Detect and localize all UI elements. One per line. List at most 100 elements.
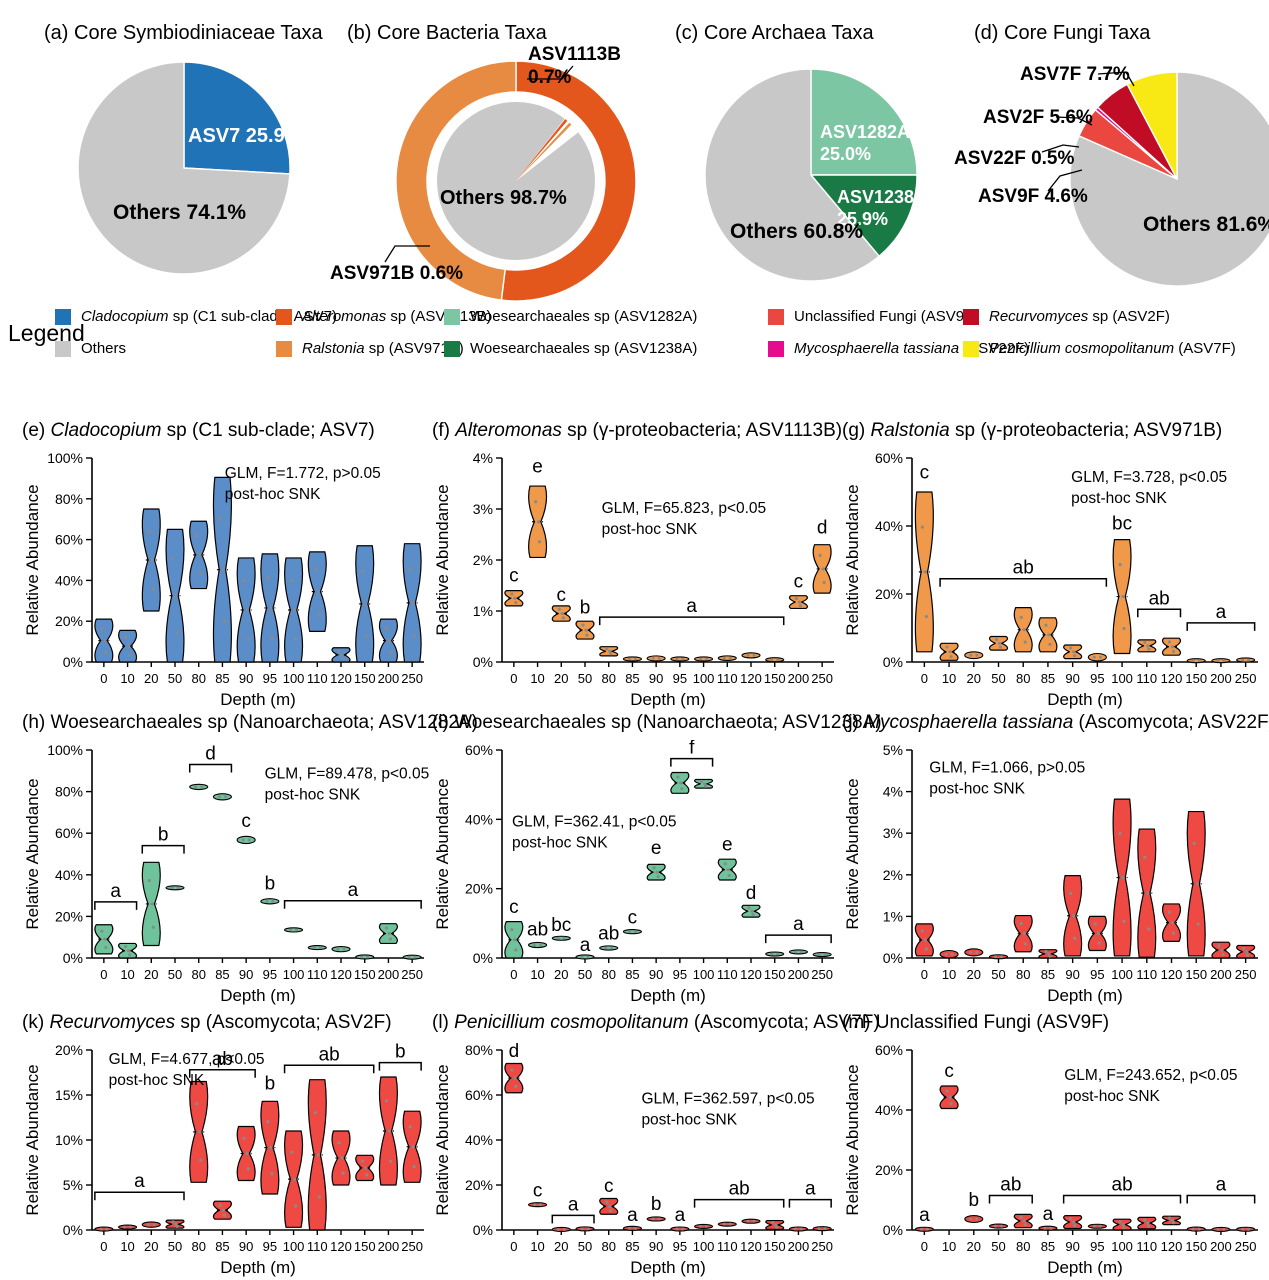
x-tick-label: 150	[1185, 1239, 1207, 1254]
legend-item: Woesearchaeales sp (ASV1282A)	[444, 308, 697, 325]
data-point	[657, 656, 661, 660]
x-tick-label: 80	[191, 1239, 205, 1254]
violin	[788, 1226, 808, 1232]
data-point	[218, 1203, 223, 1207]
x-tick-label: 0	[100, 1239, 107, 1254]
violin-plot-svg: 0% 20% 40% 60% 0 10 20 50 80 85 90 95 100 110 120 150 20…	[843, 450, 1258, 709]
data-point	[1098, 1224, 1102, 1228]
x-tick-label: 85	[625, 1239, 639, 1254]
violin	[1087, 1223, 1107, 1229]
data-point	[1197, 659, 1201, 663]
data-point	[223, 795, 227, 799]
x-tick-label: 120	[1161, 967, 1183, 982]
x-tick-label: 10	[120, 967, 134, 982]
x-tick-label: 100	[1111, 671, 1133, 686]
y-tick-label: 5%	[883, 742, 903, 758]
data-point	[1000, 955, 1003, 959]
data-point	[242, 1136, 246, 1140]
legend-swatch	[444, 340, 460, 357]
legend-item-label: Cladocopium sp (C1 sub-clade; ASV7)	[81, 308, 337, 325]
data-point	[752, 653, 756, 657]
data-point	[1171, 1221, 1176, 1225]
x-tick-label: 100	[283, 671, 305, 686]
data-point	[104, 945, 108, 950]
data-point	[388, 1159, 393, 1163]
x-tick-label: 95	[673, 671, 687, 686]
data-point	[266, 1120, 270, 1124]
significance-letter: a	[919, 1205, 930, 1226]
x-tick-label: 90	[239, 967, 253, 982]
significance-letter: d	[509, 1041, 520, 1062]
significance-letter: a	[686, 596, 697, 617]
significance-letter: ab	[1149, 588, 1170, 609]
data-point	[99, 1227, 103, 1231]
y-tick-label: 60%	[55, 825, 83, 841]
y-tick-label: 2%	[883, 867, 903, 883]
data-point	[1247, 1227, 1251, 1231]
pie-slice-label: ASV9F 4.6%	[978, 186, 1088, 207]
pie-slice-ASV971B	[395, 60, 517, 301]
data-point	[1170, 921, 1175, 925]
data-point	[146, 1223, 150, 1227]
y-tick-label: 60%	[465, 1087, 493, 1103]
pie-slice-label: Others 60.8%	[730, 220, 864, 243]
x-tick-label: 20	[144, 671, 158, 686]
violin	[575, 1226, 595, 1232]
x-tick-label: 250	[811, 1239, 833, 1254]
violin-plot-svg: 0% 5% 10% 15% 20% 0 10 20 50 80 85 90 95 100 110 120 150…	[23, 1042, 424, 1277]
data-point	[336, 947, 340, 951]
pie-slice-label: ASV1113B 0.7%	[528, 44, 621, 88]
violin	[622, 1225, 642, 1231]
violin	[741, 1218, 761, 1224]
data-point	[195, 1102, 199, 1106]
pie-slice-label: ASV7 25.9%	[188, 125, 303, 147]
panel-title-rest: Woesearchaeales sp (Nanoarchaeota; ASV12…	[454, 712, 882, 733]
data-point	[103, 638, 107, 643]
data-point	[1022, 1219, 1026, 1223]
data-point	[793, 950, 797, 954]
data-point	[313, 1111, 317, 1115]
significance-letter: d	[817, 517, 828, 538]
data-point	[513, 1076, 517, 1080]
data-point	[1146, 1221, 1150, 1225]
data-point	[627, 1226, 631, 1230]
data-point	[586, 955, 590, 959]
violin	[528, 941, 548, 949]
data-point	[1118, 1219, 1122, 1224]
data-point	[195, 534, 199, 538]
significance-bracket	[939, 577, 1108, 587]
x-tick-label: 95	[1090, 967, 1104, 982]
panel-title-rest: sp (C1 sub-clade; ASV7)	[161, 420, 375, 441]
legend-item-label: Penicillium cosmopolitanum (ASV7F)	[989, 340, 1236, 357]
data-point	[746, 653, 750, 657]
data-point	[776, 658, 780, 662]
pie-slice-detail	[516, 119, 568, 181]
data-point	[556, 1227, 560, 1231]
significance-letter: d	[205, 744, 216, 765]
x-tick-label: 100	[1111, 967, 1133, 982]
y-tick-label: 0%	[63, 950, 83, 966]
x-tick-label: 10	[942, 1239, 956, 1254]
y-tick-label: 60%	[875, 1042, 903, 1058]
panel-title-rest: sp (γ-proteobacteria; ASV1113B)	[561, 420, 843, 441]
significance-letter: ab	[729, 1179, 750, 1200]
x-tick-label: 20	[967, 967, 981, 982]
data-point	[1216, 1227, 1220, 1231]
data-point	[218, 516, 223, 520]
data-point	[289, 928, 293, 932]
significance-letter: ab	[527, 919, 548, 940]
stats-annotation: GLM, F=3.728, p<0.05	[1071, 469, 1227, 486]
violin	[1186, 658, 1206, 664]
data-point	[655, 870, 659, 874]
data-point	[1245, 950, 1249, 954]
data-point	[1049, 1226, 1053, 1230]
x-tick-label: 0	[510, 671, 517, 686]
data-point	[797, 600, 802, 604]
violin	[141, 1221, 161, 1228]
significance-letter: a	[568, 1194, 579, 1215]
violin-plot-svg: 0% 20% 40% 60% 80% 0 10 20 50 80 85 90 95 100 110 120 15…	[433, 1041, 834, 1277]
y-tick-label: 20%	[55, 908, 83, 924]
pie-svg	[1041, 71, 1269, 287]
legend-item: Others	[55, 340, 126, 357]
x-tick-label: 100	[283, 967, 305, 982]
